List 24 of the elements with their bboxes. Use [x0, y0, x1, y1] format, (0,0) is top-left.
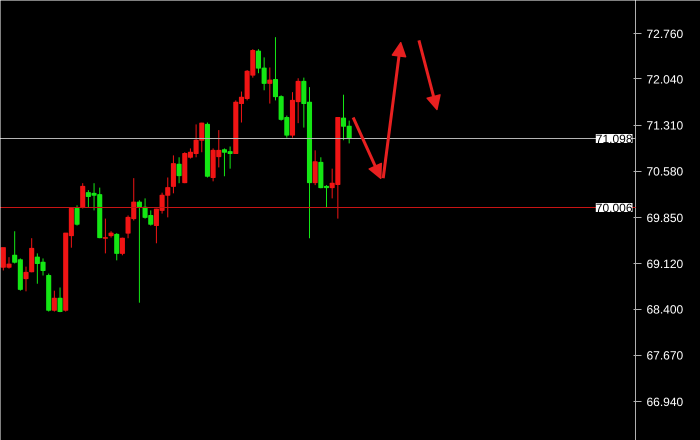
- candlestick: [23, 266, 29, 292]
- candlestick: [267, 67, 272, 104]
- ref-line-label: 70.006: [596, 200, 633, 215]
- candlestick: [74, 204, 80, 226]
- y-tick-label: 69.120: [646, 256, 684, 271]
- candlestick: [52, 290, 57, 312]
- candlestick: [114, 232, 120, 261]
- candlestick: [312, 150, 318, 186]
- y-tick-label: 67.670: [646, 348, 684, 363]
- ref-line-label: 71.098: [596, 132, 633, 146]
- y-tick-label: 68.400: [646, 302, 684, 317]
- candlestick: [57, 287, 63, 313]
- candlestick: [29, 238, 34, 273]
- y-tick-label: 70.580: [646, 164, 684, 179]
- candlestick: [80, 182, 86, 209]
- candlestick: [170, 154, 176, 194]
- y-tick-label: 72.760: [646, 26, 684, 41]
- y-tick-label: 72.040: [646, 72, 684, 86]
- candlestick: [102, 218, 108, 254]
- candlestick: [176, 156, 182, 184]
- candlestick: [120, 237, 125, 256]
- y-tick-label: 69.850: [646, 210, 684, 225]
- y-tick-label: 71.310: [646, 118, 684, 133]
- y-tick-label: 66.940: [646, 394, 684, 409]
